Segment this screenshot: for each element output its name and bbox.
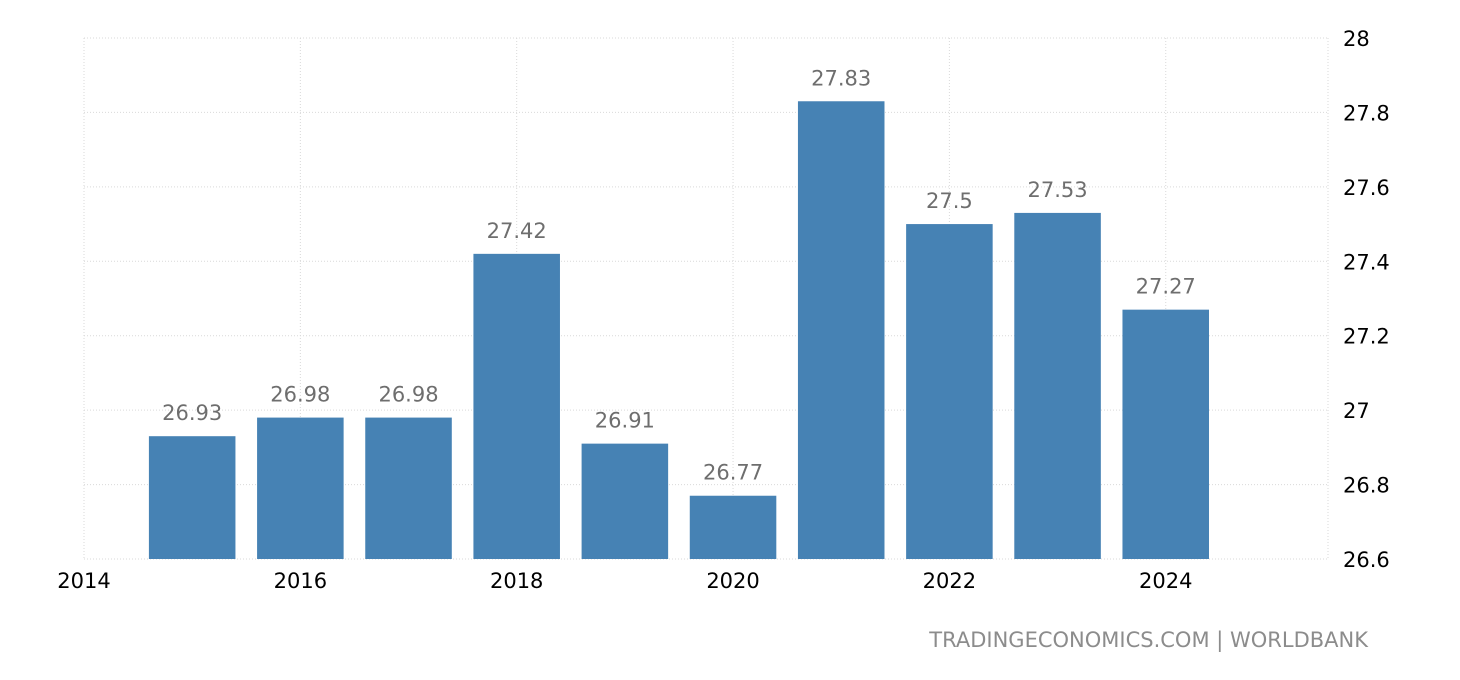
x-tick-label: 2024 <box>1139 569 1192 593</box>
y-tick-label: 27.8 <box>1343 101 1390 125</box>
y-tick-label: 27 <box>1343 399 1370 423</box>
bar-2015 <box>148 436 236 559</box>
y-tick-label: 27.2 <box>1343 325 1390 349</box>
x-axis: 2014 2016 2018 2020 2022 2024 <box>57 569 1192 593</box>
bar-2018 <box>473 253 560 560</box>
bar-2020 <box>689 495 777 559</box>
x-tick-label: 2020 <box>706 569 759 593</box>
data-labels: 26.93 26.98 26.98 27.42 26.91 26.77 27.83 27.5 2… <box>162 66 1196 484</box>
y-tick-label: 28 <box>1343 27 1370 51</box>
source-credit: TRADINGECONOMICS.COM | WORLDBANK <box>929 628 1368 652</box>
bar-2023 <box>1014 212 1101 559</box>
data-label-2020: 26.77 <box>703 461 763 485</box>
data-label-2021: 27.83 <box>811 66 871 90</box>
y-tick-label: 26.8 <box>1343 474 1390 498</box>
bar-2021 <box>797 101 885 559</box>
bar-2016 <box>257 417 344 559</box>
data-label-2015: 26.93 <box>162 401 222 425</box>
data-label-2018: 27.42 <box>487 219 547 243</box>
x-tick-label: 2018 <box>490 569 543 593</box>
x-tick-label: 2016 <box>274 569 327 593</box>
data-label-2017: 26.98 <box>378 383 438 407</box>
bars <box>148 101 1210 560</box>
bar-2017 <box>365 417 452 559</box>
bar-2022 <box>906 224 993 560</box>
bar-2024 <box>1122 309 1210 559</box>
y-tick-label: 27.6 <box>1343 176 1390 200</box>
data-label-2024: 27.27 <box>1136 275 1196 299</box>
data-label-2016: 26.98 <box>270 383 330 407</box>
x-tick-label: 2022 <box>923 569 976 593</box>
x-tick-label: 2014 <box>57 569 110 593</box>
bar-2019 <box>581 443 669 559</box>
data-label-2019: 26.91 <box>595 409 655 433</box>
data-label-2022: 27.5 <box>926 189 973 213</box>
data-label-2023: 27.53 <box>1028 178 1088 202</box>
y-tick-label: 27.4 <box>1343 250 1390 274</box>
y-axis: 26.6 26.8 27 27.2 27.4 27.6 27.8 28 <box>1343 27 1390 572</box>
y-tick-label: 26.6 <box>1343 548 1390 572</box>
